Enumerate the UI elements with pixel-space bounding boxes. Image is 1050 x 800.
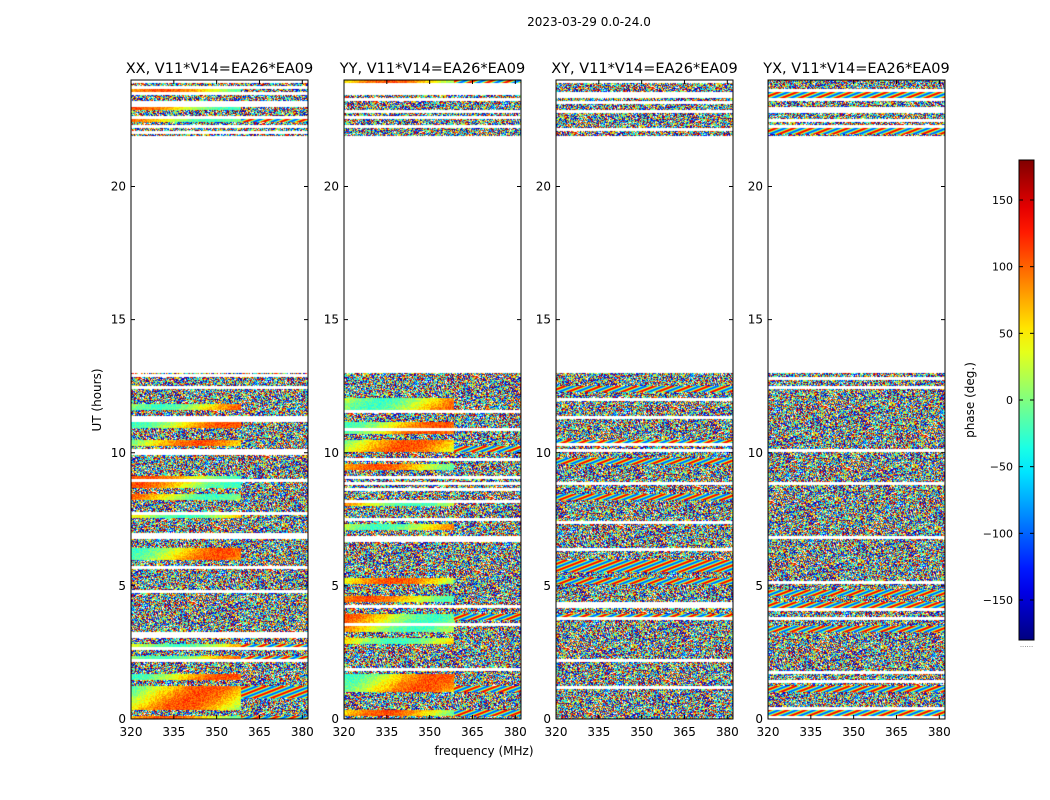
x-tick-label: 380 (716, 725, 739, 739)
x-tick-label: 365 (885, 725, 908, 739)
y-tick-label: 15 (536, 313, 551, 327)
x-tick-label: 350 (842, 725, 865, 739)
colorbar-tick-label: 50 (999, 327, 1013, 340)
panel-title: XY, V11*V14=EA26*EA09 (551, 61, 737, 77)
x-tick-label: 335 (587, 725, 610, 739)
panel-yx: YX, V11*V14=EA26*EA09 320 335 350 365 380 0 5 10… (748, 61, 951, 739)
x-tick-label: 350 (418, 725, 441, 739)
y-tick-label: 20 (111, 180, 126, 194)
y-tick-label: 5 (755, 579, 763, 593)
axes-frame (343, 79, 522, 720)
y-tick-label: 20 (536, 180, 551, 194)
x-tick-label: 380 (928, 725, 951, 739)
y-tick-label: 0 (331, 712, 339, 726)
y-tick-label: 0 (118, 712, 126, 726)
phase-heatmap (556, 80, 733, 719)
y-tick-label: 10 (324, 446, 339, 460)
axes-frame (555, 79, 734, 720)
figure-suptitle: 2023-03-29 0.0-24.0 (527, 15, 651, 29)
y-tick-label: 20 (324, 180, 339, 194)
y-axis-label: UT (hours) (90, 368, 104, 431)
colorbar-under-label: ...... (1020, 641, 1033, 649)
y-tick-label: 15 (324, 313, 339, 327)
x-tick-label: 320 (333, 725, 356, 739)
y-tick-label: 5 (331, 579, 339, 593)
x-tick-label: 365 (673, 725, 696, 739)
x-tick-label: 320 (545, 725, 568, 739)
panel-title: YX, V11*V14=EA26*EA09 (762, 61, 949, 77)
colorbar-tick-label: −150 (983, 594, 1013, 607)
x-tick-label: 335 (375, 725, 398, 739)
colorbar: 150 100 50 0 −50 −100 −150...... (983, 159, 1035, 649)
panels: XX, V11*V14=EA26*EA09 320 335 350 365 380 0 5 10… (111, 61, 951, 739)
y-tick-label: 10 (111, 446, 126, 460)
y-tick-label: 10 (748, 446, 763, 460)
colorbar-tick-label: −50 (990, 461, 1013, 474)
colorbar-tick-label: 0 (1006, 394, 1013, 407)
x-tick-label: 335 (799, 725, 822, 739)
panel-xy: XY, V11*V14=EA26*EA09 320 335 350 365 380 0 5 10… (536, 61, 739, 739)
y-tick-label: 5 (543, 579, 551, 593)
y-tick-label: 10 (536, 446, 551, 460)
y-tick-label: 20 (748, 180, 763, 194)
x-tick-label: 335 (162, 725, 185, 739)
y-tick-label: 0 (755, 712, 763, 726)
panel-title: XX, V11*V14=EA26*EA09 (126, 61, 314, 77)
axes-frame (767, 79, 946, 720)
x-tick-label: 365 (248, 725, 271, 739)
x-tick-label: 350 (205, 725, 228, 739)
phase-heatmap (131, 80, 308, 719)
panel-xx: XX, V11*V14=EA26*EA09 320 335 350 365 380 0 5 10… (111, 61, 314, 739)
panel-yy: YY, V11*V14=EA26*EA09 320 335 350 365 380 0 5 10… (324, 61, 527, 739)
x-tick-label: 350 (630, 725, 653, 739)
x-axis-label: frequency (MHz) (434, 744, 533, 758)
x-tick-label: 320 (757, 725, 780, 739)
y-tick-label: 15 (111, 313, 126, 327)
phase-heatmap (344, 80, 521, 719)
panel-title: YY, V11*V14=EA26*EA09 (339, 61, 525, 77)
x-tick-label: 380 (504, 725, 527, 739)
y-tick-label: 15 (748, 313, 763, 327)
x-tick-label: 380 (291, 725, 314, 739)
colorbar-label: phase (deg.) (963, 362, 977, 438)
axes-frame (130, 79, 309, 720)
x-tick-label: 365 (461, 725, 484, 739)
x-tick-label: 320 (120, 725, 143, 739)
y-tick-label: 5 (118, 579, 126, 593)
y-tick-label: 0 (543, 712, 551, 726)
colorbar-tick-label: −100 (983, 527, 1013, 540)
colorbar-tick-label: 100 (992, 261, 1013, 274)
colorbar-tick-label: 150 (992, 194, 1013, 207)
phase-heatmap (768, 80, 945, 719)
